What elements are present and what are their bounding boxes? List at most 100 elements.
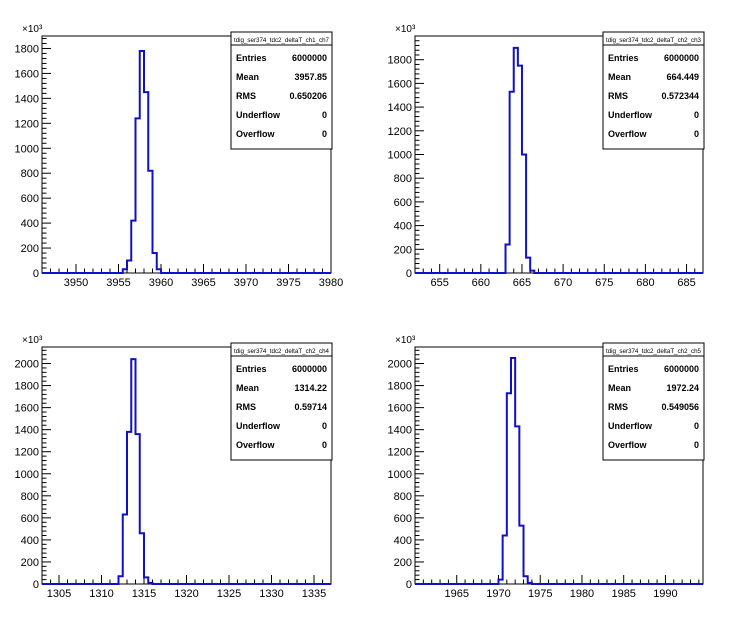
y-tick-label: 400	[394, 221, 412, 233]
stats-value: 6000000	[664, 364, 699, 374]
stats-box-frame	[602, 342, 705, 461]
histogram-bin	[140, 51, 144, 273]
y-tick-label: 1200	[15, 118, 39, 130]
stats-value: 1972.24	[666, 383, 699, 393]
x-tick-label: 3950	[64, 277, 88, 289]
y-tick-label: 1800	[15, 43, 39, 55]
y-tick-label: 200	[394, 557, 412, 569]
stats-label: Entries	[236, 364, 267, 374]
x-tick-label: 1970	[486, 588, 510, 600]
y-tick-label: 1000	[388, 150, 412, 162]
stats-label: Mean	[608, 383, 631, 393]
stats-label: Entries	[608, 53, 639, 63]
stats-box: tdig_ser374_tdc2_deltaT_ch2_ch5 Entries 60…	[602, 342, 705, 461]
x-tick-label: 1965	[444, 588, 468, 600]
y-tick-label: 400	[21, 535, 39, 547]
y-tick-label: 2000	[15, 359, 39, 371]
y-tick-label: 400	[21, 218, 39, 230]
y-tick-label: 1400	[15, 425, 39, 437]
histogram-bin	[136, 434, 140, 584]
x-tick-label: 1335	[302, 588, 326, 600]
stats-value: 0	[322, 129, 327, 139]
stats-value: 0.549056	[661, 402, 699, 412]
y-tick-label: 800	[394, 173, 412, 185]
y-tick-label: 1600	[388, 403, 412, 415]
x-tick-label: 1325	[217, 588, 241, 600]
x-tick-label: 3980	[319, 277, 343, 289]
histogram-bin	[131, 359, 135, 584]
y-tick-label: 800	[394, 491, 412, 503]
y-tick-label: 0	[406, 579, 412, 591]
y-tick-label: 1800	[388, 55, 412, 67]
y-tick-label: 1000	[388, 469, 412, 481]
stats-box: tdig_ser374_tdc2_deltaT_ch2_ch4 Entries 60…	[230, 342, 333, 461]
stats-label: Overflow	[608, 129, 648, 139]
histogram-bin	[123, 269, 127, 273]
stats-value: 1314.22	[294, 383, 327, 393]
stats-box-frame	[230, 31, 333, 150]
stats-label: Underflow	[608, 421, 653, 431]
histogram-bin	[524, 576, 528, 584]
stats-value: 6000000	[664, 53, 699, 63]
histogram-bin	[148, 583, 152, 584]
stats-value: 3957.85	[294, 72, 327, 82]
histogram-series	[42, 358, 331, 585]
y-tick-label: 1600	[388, 78, 412, 90]
y-tick-label: 200	[21, 557, 39, 569]
stats-value: 0	[694, 129, 699, 139]
x-tick-label: 1320	[174, 588, 198, 600]
histogram-series	[42, 49, 331, 274]
x-tick-label: 685	[677, 277, 695, 289]
x-tick-label: 655	[431, 277, 449, 289]
y-tick-label: 200	[394, 244, 412, 256]
y-tick-label: 2000	[388, 359, 412, 371]
x-tick-label: 3960	[149, 277, 173, 289]
y-tick-label: 1200	[388, 447, 412, 459]
histogram-bin	[123, 515, 127, 584]
y-tick-label: 1800	[388, 381, 412, 393]
stats-box-frame	[602, 31, 705, 150]
x-tick-label: 1310	[89, 588, 113, 600]
stats-label: RMS	[608, 402, 628, 412]
histogram-name: tdig_ser374_tdc2_deltaT_ch2_ch5	[606, 348, 702, 355]
y-exponent-label: ×10³	[395, 24, 416, 35]
histogram-bin	[148, 171, 152, 273]
histogram-bin	[127, 261, 131, 273]
stats-value: 0.59714	[294, 402, 327, 412]
stats-box-frame	[230, 342, 333, 461]
stats-label: Entries	[608, 364, 639, 374]
stats-label: Overflow	[236, 440, 276, 450]
x-tick-label: 1315	[132, 588, 156, 600]
y-tick-label: 1400	[15, 93, 39, 105]
histogram-bin	[507, 393, 511, 584]
histogram-bin	[511, 358, 515, 584]
histogram-bin	[528, 583, 532, 584]
x-tick-label: 3955	[106, 277, 130, 289]
stats-label: RMS	[236, 91, 256, 101]
histogram-bin	[519, 526, 523, 584]
histogram-pad-1: 0 200 400 600 800 1000 1200 1400 1600 1800 3950 395…	[15, 24, 344, 289]
histogram-pad-3: 0 200 400 600 800 1000 1200 1400 1600 1800 2000 130…	[15, 335, 333, 600]
y-tick-label: 0	[406, 268, 412, 280]
y-tick-label: 1000	[15, 469, 39, 481]
histogram-bin	[510, 92, 514, 273]
stats-value: 0	[322, 440, 327, 450]
stats-label: Entries	[236, 53, 267, 63]
x-tick-label: 1975	[528, 588, 552, 600]
x-tick-label: 660	[472, 277, 490, 289]
x-tick-label: 1985	[611, 588, 635, 600]
x-tick-label: 1305	[47, 588, 71, 600]
histogram-bin	[526, 258, 530, 273]
stats-label: Overflow	[608, 440, 648, 450]
histogram-bin	[515, 426, 519, 584]
stats-value: 0	[694, 421, 699, 431]
y-tick-label: 600	[394, 513, 412, 525]
stats-value: 0	[694, 440, 699, 450]
stats-value: 0.650206	[289, 91, 327, 101]
stats-label: Mean	[236, 72, 259, 82]
x-tick-label: 675	[595, 277, 613, 289]
x-tick-label: 1990	[653, 588, 677, 600]
y-tick-label: 200	[21, 243, 39, 255]
stats-value: 6000000	[292, 53, 327, 63]
y-tick-label: 0	[33, 268, 39, 280]
